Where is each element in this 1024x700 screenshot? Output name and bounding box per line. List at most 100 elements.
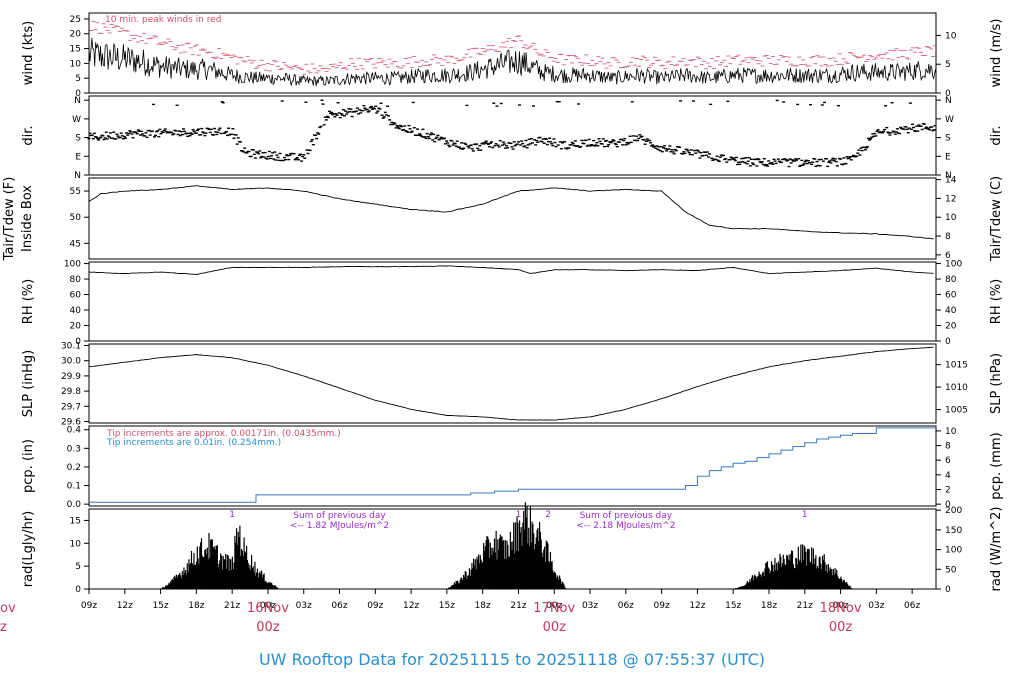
- ytick-right-label: 12: [945, 194, 956, 204]
- rad-marker: 2: [545, 510, 551, 520]
- ytick-right-label: 0: [945, 585, 951, 595]
- ylabel-left: RH (%): [21, 279, 36, 324]
- xtick-label: 06z: [618, 601, 634, 611]
- ylabel-right: wind (m/s): [989, 19, 1004, 88]
- ytick-left-label: 0.2: [67, 463, 81, 473]
- ytick-right-label: 1015: [945, 361, 968, 371]
- rad-marker: 1: [516, 510, 522, 520]
- ytick-left-label: 80: [70, 275, 82, 285]
- ytick-right-label: W: [945, 115, 954, 125]
- ytick-right-label: 200: [945, 506, 962, 516]
- ytick-left-label: 30.1: [61, 342, 81, 352]
- ytick-right-label: 8: [945, 442, 951, 452]
- xtick-label: 09z: [81, 601, 97, 611]
- ylabel-right: rad (W/m^2): [989, 507, 1004, 592]
- panel-frame-temp: [88, 177, 937, 260]
- xtick-label: 21z: [224, 601, 240, 611]
- ytick-right-label: 1010: [945, 383, 968, 393]
- xtick-label: 15z: [439, 601, 455, 611]
- time-axis: 09z 12z 15z 18z 21z 00z 03z 06z 09z 12z 15z 18z 21z 0…: [0, 589, 920, 635]
- day-marker-date: 16Nov: [247, 601, 289, 616]
- xtick-label: 18z: [475, 601, 491, 611]
- ytick-right-label: N: [945, 96, 952, 106]
- xtick-label: 00z: [832, 601, 848, 611]
- ytick-right-label: 8: [945, 232, 951, 242]
- series-slp-line: [88, 346, 934, 421]
- ylabel-right: RH (%): [989, 279, 1004, 324]
- ylabel-left: rad(Lgly/hr): [21, 511, 36, 587]
- ytick-right-label: 40: [945, 306, 957, 316]
- ytick-left-label: 55: [70, 187, 81, 197]
- ytick-left-label: S: [75, 134, 81, 144]
- ytick-right-label: 60: [945, 291, 957, 301]
- day-marker-date: 18Nov: [820, 601, 862, 616]
- ytick-left-label: N: [74, 96, 81, 106]
- xtick-label: 06z: [331, 601, 347, 611]
- ytick-right-label: 20: [945, 322, 957, 332]
- series-pcp-line: [89, 427, 936, 503]
- xtick-label: 18z: [188, 601, 204, 611]
- ytick-left-label: 29.6: [61, 417, 81, 427]
- ytick-left-label: 60: [70, 291, 82, 301]
- ytick-right-label: 0: [945, 337, 951, 347]
- ytick-left-label: 0.1: [67, 482, 81, 492]
- day-marker-date: 17Nov: [533, 601, 575, 616]
- xtick-label: 03z: [582, 601, 598, 611]
- xtick-label: 15z: [725, 601, 741, 611]
- ytick-left-label: W: [72, 115, 81, 125]
- ytick-right-label: 2: [945, 485, 951, 495]
- panel-frame-pcp: [88, 425, 937, 507]
- ytick-right-label: 10: [945, 213, 957, 223]
- day-marker-time: 00z: [543, 620, 567, 635]
- ytick-left-label: 0: [75, 337, 81, 347]
- ylabel-right: pcp. (mm): [989, 432, 1004, 499]
- ytick-left-label: 25: [70, 15, 81, 25]
- ytick-right-label: 10: [945, 427, 957, 437]
- ylabel-left: Tair/Tdew (F): [2, 177, 17, 262]
- xtick-label: 09z: [654, 601, 670, 611]
- xtick-label: 00z: [546, 601, 562, 611]
- ytick-right-label: 4: [945, 471, 951, 481]
- rad-sum-line2: <-- 1.82 MJoules/m^2: [290, 521, 389, 531]
- xtick-label: 03z: [296, 601, 312, 611]
- ytick-left-label: 0.4: [67, 426, 82, 436]
- ytick-right-label: 6: [945, 456, 951, 466]
- day-marker-fragment-date: ov: [0, 601, 16, 616]
- ylabel-right: dir.: [989, 125, 1004, 145]
- panel-rh: 0 20 40 60 80 100 0 20 40 60 80 100 RH (%) RH (%): [21, 260, 1004, 347]
- day-marker-time: 00z: [256, 620, 280, 635]
- ytick-right-label: S: [945, 134, 951, 144]
- ytick-right-label: 5: [945, 60, 951, 70]
- ylabel-left: wind (kts): [21, 21, 36, 85]
- day-marker-fragment-time: z: [0, 620, 7, 635]
- ylabel-left: pcp. (in): [21, 439, 36, 493]
- ytick-right-label: 100: [945, 260, 962, 270]
- panel-frame-slp: [88, 343, 937, 424]
- ytick-left-label: 40: [70, 306, 82, 316]
- ytick-right-label: 0: [945, 89, 951, 99]
- ytick-left-label: 30.0: [61, 357, 81, 367]
- xtick-label: 15z: [152, 601, 168, 611]
- ytick-left-label: 45: [70, 239, 81, 249]
- pcp-note: Tip increments are 0.01in. (0.254mm.): [106, 438, 281, 448]
- ytick-left-label: 0.3: [67, 444, 81, 454]
- rad-sum-line2: <-- 2.18 MJoules/m^2: [576, 521, 675, 531]
- ytick-left-label: 10: [70, 539, 82, 549]
- ytick-left-label: 0.0: [67, 500, 82, 510]
- ytick-right-label: E: [945, 152, 951, 162]
- panel-pcp: 0.0 0.1 0.2 0.3 0.4 0 2 4 6 8 10 pcp. (in) pcp. (mm)…: [21, 425, 1004, 510]
- ylabel-right: SLP (hPa): [989, 353, 1004, 414]
- ytick-right-label: 10: [945, 31, 957, 41]
- ytick-right-label: 80: [945, 275, 957, 285]
- panel-wind: 0 5 10 15 20 25 0 5 10 wind (kts) wind (m/s) 10 min…: [21, 12, 1004, 99]
- xtick-label: 09z: [367, 601, 383, 611]
- ytick-right-label: 150: [945, 526, 962, 536]
- series-rh-line: [88, 265, 934, 275]
- xtick-label: 18z: [761, 601, 777, 611]
- ytick-left-label: E: [75, 152, 81, 162]
- wind-note: 10 min. peak winds in red: [105, 15, 222, 25]
- ytick-left-label: 50: [70, 213, 82, 223]
